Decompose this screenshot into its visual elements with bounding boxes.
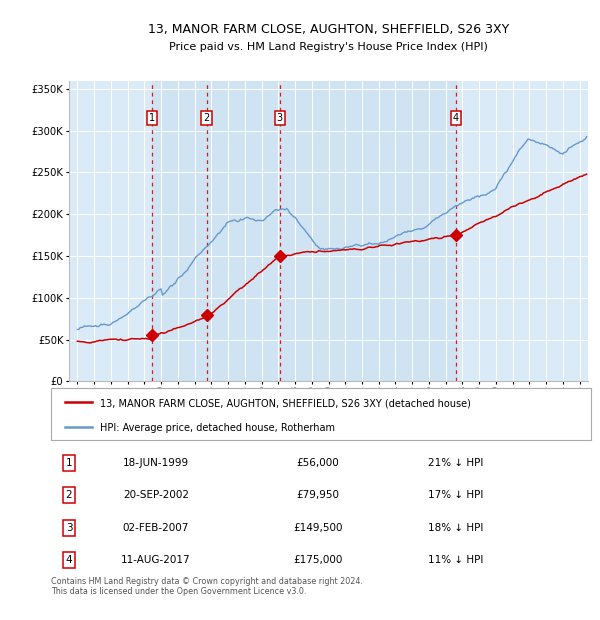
Text: Price paid vs. HM Land Registry's House Price Index (HPI): Price paid vs. HM Land Registry's House … [169, 42, 488, 52]
Text: £56,000: £56,000 [296, 458, 340, 467]
Text: 13, MANOR FARM CLOSE, AUGHTON, SHEFFIELD, S26 3XY (detached house): 13, MANOR FARM CLOSE, AUGHTON, SHEFFIELD… [100, 398, 470, 409]
Text: 18-JUN-1999: 18-JUN-1999 [123, 458, 189, 467]
Text: 4: 4 [453, 113, 459, 123]
Text: 3: 3 [65, 523, 73, 533]
Text: 18% ↓ HPI: 18% ↓ HPI [428, 523, 484, 533]
Text: 2: 2 [65, 490, 73, 500]
Text: £79,950: £79,950 [296, 490, 340, 500]
Bar [152, 81, 456, 381]
Text: 21% ↓ HPI: 21% ↓ HPI [428, 458, 484, 467]
Text: 11% ↓ HPI: 11% ↓ HPI [428, 556, 484, 565]
Text: 4: 4 [65, 556, 73, 565]
Text: 1: 1 [149, 113, 155, 123]
Text: 1: 1 [65, 458, 73, 467]
Text: 13, MANOR FARM CLOSE, AUGHTON, SHEFFIELD, S26 3XY: 13, MANOR FARM CLOSE, AUGHTON, SHEFFIELD… [148, 24, 509, 36]
Text: Contains HM Land Registry data © Crown copyright and database right 2024.: Contains HM Land Registry data © Crown c… [51, 577, 363, 586]
Text: This data is licensed under the Open Government Licence v3.0.: This data is licensed under the Open Gov… [51, 587, 307, 596]
Text: 20-SEP-2002: 20-SEP-2002 [123, 490, 189, 500]
Text: 17% ↓ HPI: 17% ↓ HPI [428, 490, 484, 500]
Text: HPI: Average price, detached house, Rotherham: HPI: Average price, detached house, Roth… [100, 423, 335, 433]
Text: 11-AUG-2017: 11-AUG-2017 [121, 556, 191, 565]
Text: £175,000: £175,000 [293, 556, 343, 565]
Text: 3: 3 [277, 113, 283, 123]
Text: 2: 2 [203, 113, 210, 123]
Text: £149,500: £149,500 [293, 523, 343, 533]
Text: 02-FEB-2007: 02-FEB-2007 [123, 523, 189, 533]
